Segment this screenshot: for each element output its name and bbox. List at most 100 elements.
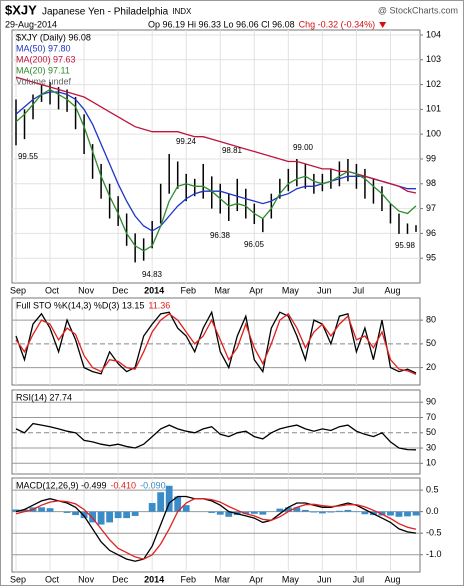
histogram-bar xyxy=(157,492,165,512)
symbol: $XJY xyxy=(5,2,37,17)
source: @ StockCharts.com xyxy=(378,5,458,15)
legend-entry: MACD(12,26,9) -0.499 xyxy=(16,480,107,490)
histogram-bar xyxy=(284,507,292,512)
y-tick-label: 50 xyxy=(426,427,436,437)
x-tick-label: Oct xyxy=(45,574,60,584)
histogram-bar xyxy=(182,505,190,512)
legend-entry: $XJY (Daily) 96.08 xyxy=(16,32,91,42)
panel-frame xyxy=(11,29,421,284)
histogram-bar xyxy=(72,511,79,516)
histogram-bar xyxy=(318,511,326,514)
series-line xyxy=(15,495,417,562)
histogram-bar xyxy=(89,511,96,523)
histogram-bar xyxy=(174,496,182,512)
y-tick-label: 96 xyxy=(426,228,436,238)
histogram-bar xyxy=(97,511,105,525)
y-tick-label: 101 xyxy=(426,104,441,114)
histogram-bar xyxy=(106,511,114,523)
y-tick-label: 99 xyxy=(426,153,436,163)
histogram-bar xyxy=(301,509,309,512)
x-tick-label: Aug xyxy=(384,285,400,295)
x-tick-label: Jun xyxy=(317,574,332,584)
annotation: 95.98 xyxy=(395,241,416,250)
series-line xyxy=(15,88,417,252)
histogram-bar xyxy=(387,511,394,516)
x-tick-label: Sep xyxy=(10,574,26,584)
histogram-bar xyxy=(327,511,335,513)
x-tick-label: Mar xyxy=(215,574,231,584)
quote: Op 96.19 Hi 96.33 Lo 96.06 Cl 96.08 xyxy=(148,19,295,29)
histogram-bar xyxy=(336,510,343,512)
x-tick-label: Feb xyxy=(180,285,196,295)
legend-entry: MA(50) 97.80 xyxy=(16,43,71,53)
x-tick-label: May xyxy=(282,285,300,295)
exchange: INDX xyxy=(172,7,192,16)
panel-frame xyxy=(11,477,421,573)
change: Chg -0.32 (-0.34%) xyxy=(299,19,376,29)
series-line xyxy=(15,91,416,232)
histogram-bar xyxy=(123,511,131,519)
series-line xyxy=(15,498,417,560)
legend-entry: MA(20) 97.11 xyxy=(16,65,70,75)
x-tick-label: Dec xyxy=(112,285,129,295)
histogram-bar xyxy=(259,511,267,515)
x-tick-label: Sep xyxy=(10,285,26,295)
histogram-bar xyxy=(250,511,258,514)
x-tick-label: 2014 xyxy=(144,285,164,295)
y-tick-label: 0.0 xyxy=(426,506,439,516)
histogram-bar xyxy=(148,503,156,512)
legend-entry: RSI(14) 27.74 xyxy=(16,392,72,402)
legend-entry: 11.36 xyxy=(148,300,170,310)
histogram-bar xyxy=(63,511,71,513)
x-tick-label: Nov xyxy=(78,285,95,295)
histogram-bar xyxy=(293,507,301,512)
annotation: 99.00 xyxy=(293,143,314,152)
y-tick-label: 30 xyxy=(426,442,436,452)
y-tick-label: 97 xyxy=(426,203,436,213)
y-tick-label: 102 xyxy=(426,79,441,89)
annotation: 99.55 xyxy=(18,152,39,161)
x-tick-label: Nov xyxy=(78,574,95,584)
date: 29-Aug-2014 xyxy=(5,19,57,29)
y-tick-label: 10 xyxy=(426,458,436,468)
legend-entry: Full STO %K(14,3) %D(3) 13.15 xyxy=(16,300,144,310)
x-tick-label: Aug xyxy=(384,574,400,584)
y-tick-label: 100 xyxy=(426,129,441,139)
histogram-bar xyxy=(361,511,369,515)
y-tick-label: 20 xyxy=(426,362,436,372)
legend-entry: Volume undef xyxy=(16,76,72,86)
histogram-bar xyxy=(21,509,28,512)
instrument-name: Japanese Yen - Philadelphia xyxy=(42,7,169,18)
y-tick-label: 50 xyxy=(426,338,436,348)
y-tick-label: 95 xyxy=(426,253,436,263)
y-tick-label: 80 xyxy=(426,315,436,325)
x-tick-label: Jul xyxy=(353,574,365,584)
series-line xyxy=(15,312,417,375)
panel-frame xyxy=(11,297,421,386)
series-line xyxy=(15,422,417,451)
annotation: 99.24 xyxy=(176,137,197,146)
legend-entry: MA(200) 97.63 xyxy=(16,54,76,64)
x-tick-label: Apr xyxy=(249,574,263,584)
y-tick-label: 70 xyxy=(426,412,436,422)
histogram-bar xyxy=(276,508,284,512)
histogram-bar xyxy=(310,511,318,513)
histogram-bar xyxy=(80,511,88,519)
histogram-bar xyxy=(395,511,403,517)
x-tick-label: Mar xyxy=(215,285,231,295)
histogram-bar xyxy=(38,507,45,512)
histogram-bar xyxy=(344,509,352,512)
histogram-bar xyxy=(46,508,54,512)
histogram-bar xyxy=(208,511,216,513)
panel-frame xyxy=(11,389,421,475)
histogram-bar xyxy=(131,511,139,516)
x-tick-label: Jul xyxy=(353,285,365,295)
y-tick-label: 103 xyxy=(426,54,441,64)
x-tick-label: 2014 xyxy=(144,574,164,584)
x-tick-label: Apr xyxy=(249,285,263,295)
down-triangle xyxy=(379,22,387,28)
x-tick-label: Feb xyxy=(180,574,196,584)
histogram-bar xyxy=(165,485,173,512)
y-tick-label: 104 xyxy=(426,29,441,39)
